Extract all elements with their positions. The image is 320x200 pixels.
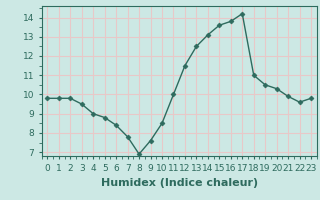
X-axis label: Humidex (Indice chaleur): Humidex (Indice chaleur) (100, 178, 258, 188)
